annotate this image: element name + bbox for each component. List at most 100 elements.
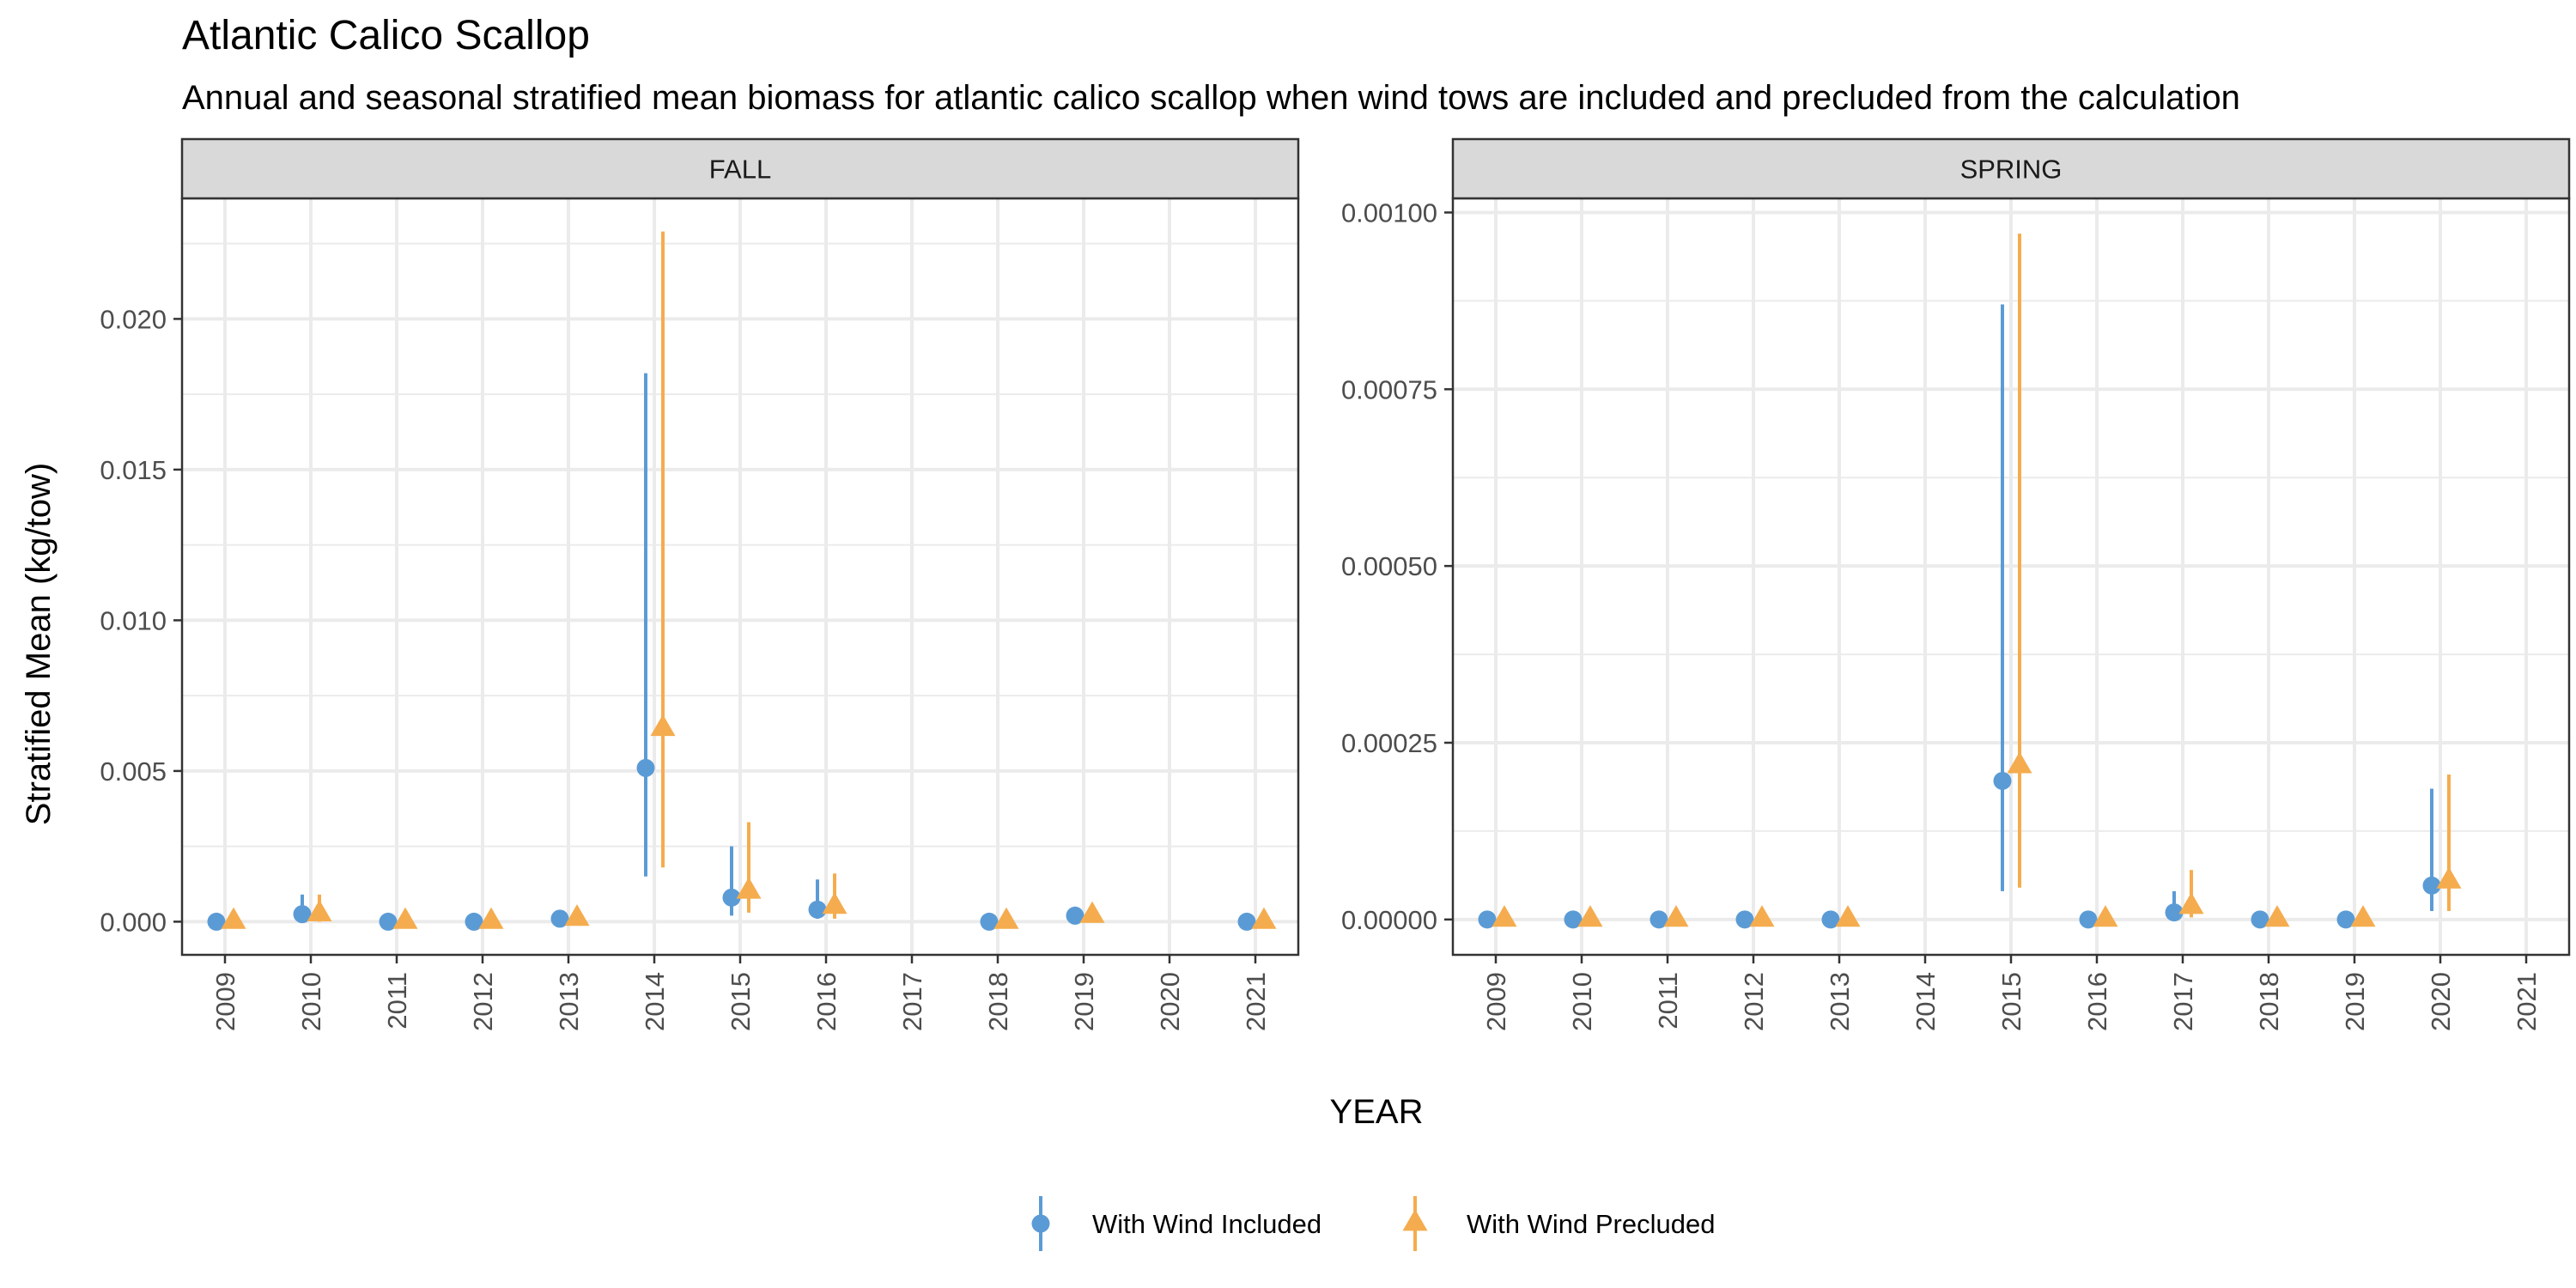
data-point	[736, 877, 762, 899]
chart-subtitle: Annual and seasonal stratified mean biom…	[182, 79, 2240, 117]
data-point	[2093, 905, 2118, 927]
x-tick-label: 2020	[1155, 972, 1185, 1031]
x-tick-label: 2019	[2340, 972, 2370, 1031]
data-point	[1749, 905, 1775, 927]
data-point	[392, 907, 418, 929]
y-tick-label: 0.020	[100, 304, 167, 334]
x-tick-label: 2014	[640, 972, 670, 1031]
data-point	[1079, 901, 1105, 923]
data-point	[564, 904, 590, 927]
data-point	[2350, 905, 2376, 927]
series-with-wind-included	[1478, 304, 2441, 929]
legend-item-with-wind-included: With Wind Included	[1031, 1196, 1321, 1251]
data-point	[1649, 910, 1668, 929]
legend-label: With Wind Included	[1092, 1209, 1321, 1239]
data-point	[822, 892, 848, 914]
legend-key-point	[1031, 1214, 1050, 1233]
x-tick-label: 2016	[811, 972, 841, 1031]
legend-label: With Wind Precluded	[1467, 1209, 1715, 1239]
data-point	[1564, 910, 1583, 929]
x-tick-label: 2021	[1241, 972, 1271, 1031]
x-tick-label: 2016	[2082, 972, 2112, 1031]
series-with-wind-precluded	[1492, 234, 2462, 927]
y-tick-label: 0.00100	[1341, 197, 1437, 228]
data-point	[550, 909, 569, 928]
data-point	[379, 912, 398, 931]
data-point	[722, 888, 741, 907]
data-point	[1066, 906, 1084, 925]
data-point	[1492, 905, 1517, 927]
y-tick-label: 0.000	[100, 907, 167, 937]
x-tick-label: 2015	[726, 972, 756, 1031]
y-tick-label: 0.015	[100, 455, 167, 485]
data-point	[2007, 751, 2032, 774]
x-tick-label: 2009	[1481, 972, 1511, 1031]
data-point	[1835, 905, 1861, 927]
data-point	[1735, 910, 1754, 929]
data-point	[478, 907, 504, 929]
x-tick-label: 2015	[1996, 972, 2026, 1031]
data-point	[2165, 903, 2184, 922]
chart-title: Atlantic Calico Scallop	[182, 13, 590, 58]
facet-strip-label: SPRING	[1960, 155, 2063, 185]
x-tick-label: 2018	[983, 972, 1013, 1031]
y-tick-label: 0.00025	[1341, 728, 1437, 758]
data-point	[650, 714, 676, 737]
facet-strip	[1451, 137, 2571, 200]
data-point	[993, 907, 1019, 929]
data-point	[2436, 866, 2462, 889]
x-tick-label: 2011	[382, 972, 412, 1030]
x-tick-label: 2013	[554, 972, 584, 1031]
x-tick-label: 2021	[2512, 972, 2542, 1031]
data-point	[2336, 910, 2355, 929]
x-axis-label: YEAR	[1330, 1093, 1424, 1131]
series-with-wind-included	[207, 373, 1256, 931]
data-point	[1237, 912, 1256, 931]
x-tick-label: 2011	[1653, 972, 1683, 1030]
legend-key	[1402, 1196, 1428, 1251]
x-tick-label: 2017	[2168, 972, 2198, 1031]
x-tick-label: 2019	[1069, 972, 1099, 1031]
x-tick-label: 2009	[210, 972, 240, 1031]
legend-key-point	[1402, 1209, 1428, 1231]
data-point	[207, 912, 226, 931]
data-point	[808, 900, 827, 919]
x-tick-label: 2012	[1739, 972, 1769, 1031]
series-with-wind-precluded	[221, 231, 1277, 929]
data-point	[1821, 910, 1840, 929]
data-point	[307, 899, 332, 921]
data-point	[465, 912, 483, 931]
x-tick-label: 2017	[897, 972, 927, 1031]
legend-item-with-wind-precluded: With Wind Precluded	[1402, 1196, 1715, 1251]
data-point	[2264, 905, 2290, 927]
y-tick-label: 0.005	[100, 756, 167, 787]
legend-key	[1031, 1196, 1050, 1251]
legend: With Wind Included With Wind Precluded	[1031, 1196, 1715, 1251]
data-point	[293, 905, 312, 924]
y-tick-label: 0.00050	[1341, 551, 1437, 581]
facet-panel-spring: 0.00000 0.00025 0.00050 0.00075 0.00100 2009 2…	[1341, 137, 2571, 1031]
y-tick-label: 0.00075	[1341, 374, 1437, 404]
y-tick-label: 0.010	[100, 605, 167, 635]
data-point	[980, 912, 999, 931]
x-tick-label: 2010	[1567, 972, 1597, 1031]
data-point	[2178, 892, 2204, 914]
x-tick-label: 2010	[296, 972, 326, 1031]
data-point	[2079, 910, 2098, 929]
x-tick-label: 2014	[1911, 972, 1941, 1031]
x-tick-label: 2012	[468, 972, 498, 1031]
x-tick-label: 2020	[2426, 972, 2456, 1031]
data-point	[1478, 910, 1497, 929]
facet-strip	[180, 137, 1300, 200]
data-point	[1251, 907, 1277, 929]
data-point	[636, 758, 655, 777]
data-point	[1993, 771, 2012, 790]
data-point	[2422, 876, 2441, 895]
facet-panel-fall: 0.000 0.005 0.010 0.015 0.020 2009 2010 2011 201…	[100, 137, 1300, 1031]
data-point	[1663, 905, 1689, 927]
x-tick-label: 2013	[1825, 972, 1855, 1031]
facet-strip-label: FALL	[709, 155, 771, 185]
y-axis-label: Stratified Mean (kg/tow)	[20, 463, 58, 825]
x-tick-label: 2018	[2254, 972, 2284, 1031]
